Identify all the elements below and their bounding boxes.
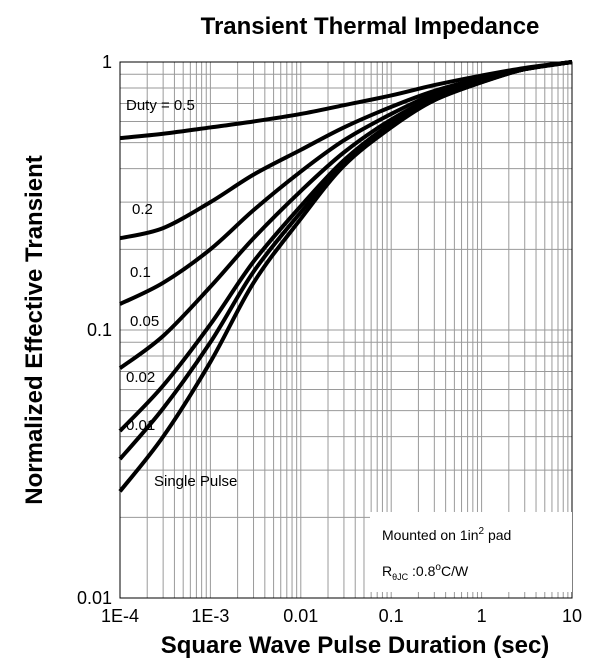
x-axis-label: Square Wave Pulse Duration (sec)	[161, 632, 550, 659]
mount-note-suffix: pad	[484, 527, 511, 543]
y-tick-label: 0.01	[77, 588, 112, 608]
x-tick-label: 1E-4	[101, 606, 139, 626]
rjc-value-prefix: :0.8	[408, 563, 435, 579]
mount-note-prefix: Mounted on 1in	[382, 527, 479, 543]
chart-title: Transient Thermal Impedance	[201, 13, 540, 40]
series-label-6: Single Pulse	[154, 473, 237, 490]
x-tick-label: 1	[477, 606, 487, 626]
rjc-symbol: R	[382, 563, 392, 579]
x-tick-labels: 1E-4 1E-3 0.01 0.1 1 10	[101, 606, 582, 626]
y-axis-label: Normalized Effective Transient	[21, 155, 48, 504]
x-tick-label: 10	[562, 606, 582, 626]
series-label-1: 0.2	[132, 201, 153, 218]
series-label-3: 0.05	[130, 313, 159, 330]
x-tick-label: 0.01	[283, 606, 318, 626]
mount-note: Mounted on 1in2 pad	[382, 526, 511, 543]
series-label-0: Duty = 0.5	[126, 97, 195, 114]
series-label-4: 0.02	[126, 369, 155, 386]
series-label-2: 0.1	[130, 264, 151, 281]
series-lines	[120, 62, 572, 491]
rjc-value-suffix: C/W	[441, 563, 469, 579]
x-tick-label: 0.1	[379, 606, 404, 626]
y-tick-labels: 0.01 0.1 1	[77, 52, 112, 608]
y-tick-label: 0.1	[87, 320, 112, 340]
y-tick-label: 1	[102, 52, 112, 72]
series-label-5: 0.01	[126, 417, 155, 434]
rjc-sub: θJC	[392, 572, 409, 582]
x-tick-label: 1E-3	[191, 606, 229, 626]
